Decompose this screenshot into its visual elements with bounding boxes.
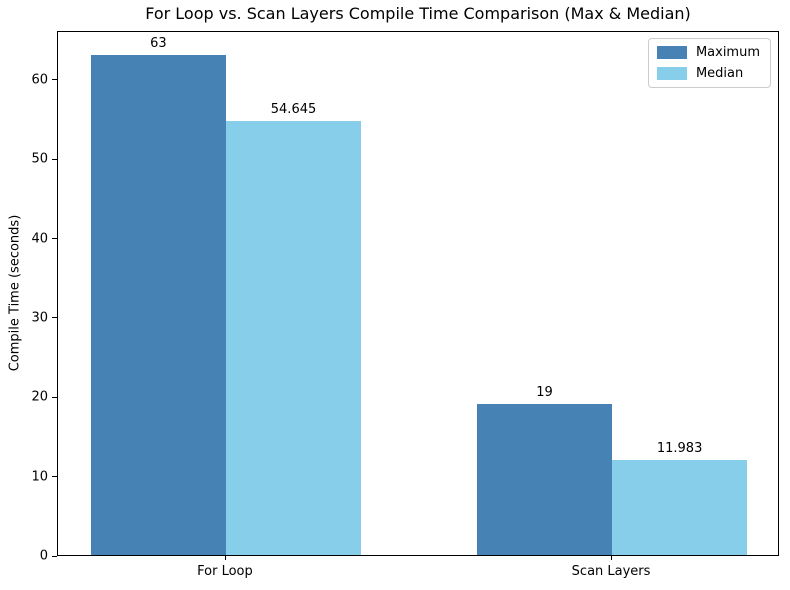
y-tick-mark-10 xyxy=(52,476,57,478)
y-tick-mark-50 xyxy=(52,158,57,160)
median-swatch-icon xyxy=(656,67,687,80)
chart-title: For Loop vs. Scan Layers Compile Time Co… xyxy=(145,4,691,23)
bar-value-label-median-scan-layers: 11.983 xyxy=(656,440,703,456)
y-tick-label-30: 30 xyxy=(31,310,48,326)
x-tick-label-scan-layers: Scan Layers xyxy=(571,564,651,579)
y-tick-label-40: 40 xyxy=(31,231,48,247)
y-tick-label-20: 20 xyxy=(31,389,48,405)
y-tick-mark-60 xyxy=(52,79,57,81)
bar-value-label-maximum-scan-layers: 19 xyxy=(536,385,553,401)
legend-entry-maximum: Maximum xyxy=(656,45,760,60)
y-tick-label-10: 10 xyxy=(31,469,48,485)
y-tick-label-60: 60 xyxy=(31,72,48,88)
bar-median-scan-layers xyxy=(612,459,748,555)
maximum-swatch-icon xyxy=(656,46,687,59)
bar-maximum-for-loop xyxy=(90,55,226,555)
legend: Maximum Median xyxy=(647,38,771,88)
y-tick-mark-40 xyxy=(52,238,57,240)
plot-area: 63 19 54.645 11.983 Maximum Median xyxy=(57,31,779,556)
x-tick-mark-scan-layers xyxy=(611,556,613,560)
y-tick-label-0: 0 xyxy=(39,548,48,564)
bar-value-label-median-for-loop: 54.645 xyxy=(270,102,317,118)
bar-value-label-maximum-for-loop: 63 xyxy=(150,36,167,51)
legend-label-median: Median xyxy=(695,66,744,81)
legend-label-maximum: Maximum xyxy=(695,45,760,60)
y-tick-mark-30 xyxy=(52,317,57,319)
bars-layer: 63 19 54.645 11.983 xyxy=(58,32,778,555)
y-tick-mark-20 xyxy=(52,396,57,398)
y-tick-label-50: 50 xyxy=(31,151,48,167)
x-tick-mark-for-loop xyxy=(224,556,226,560)
bar-maximum-scan-layers xyxy=(476,404,613,555)
legend-entry-median: Median xyxy=(656,66,760,81)
bar-median-for-loop xyxy=(225,121,362,555)
x-tick-label-for-loop: For Loop xyxy=(197,564,253,579)
y-tick-mark-0 xyxy=(52,555,57,557)
